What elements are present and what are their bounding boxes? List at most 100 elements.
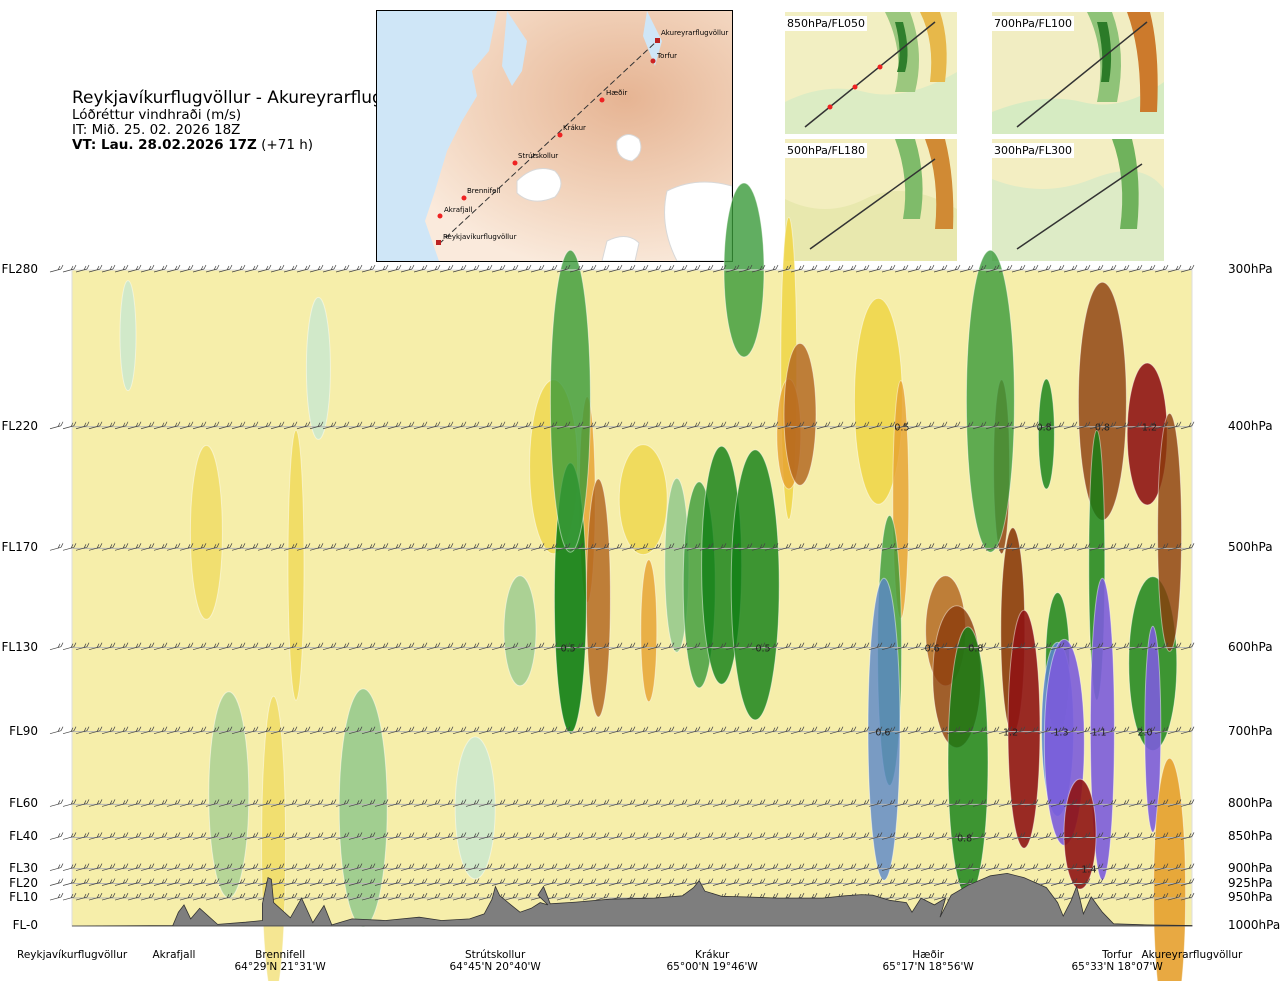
wind-barb: [556, 642, 571, 651]
wind-barb: [296, 543, 311, 551]
wind-barb: [322, 799, 337, 807]
wind-barb: [816, 726, 831, 734]
wind-barb: [309, 421, 324, 430]
wind-barb: [933, 421, 948, 430]
wind-barb: [166, 863, 181, 871]
wind-barb: [894, 543, 909, 551]
wind-barb: [62, 264, 77, 273]
wind-barb: [790, 726, 805, 734]
wind-barb: [569, 799, 584, 807]
wind-barb: [296, 892, 311, 901]
location-coordinates: 65°33'N 18°07'W: [1071, 961, 1163, 973]
wind-barb: [348, 832, 363, 840]
wind-barb: [803, 799, 818, 807]
svg-text:Reykjavíkurflugvöllur: Reykjavíkurflugvöllur: [443, 233, 517, 241]
wind-barb: [309, 642, 324, 651]
wind-barb: [1154, 642, 1169, 651]
wind-barb: [556, 726, 571, 734]
wind-barb: [959, 642, 974, 651]
field-blob: [119, 280, 137, 392]
wind-barb: [517, 878, 532, 886]
wind-barb: [101, 421, 116, 430]
wind-barb: [660, 543, 675, 551]
wind-barb: [140, 863, 155, 871]
wind-barb: [543, 726, 558, 734]
wind-barb: [361, 832, 376, 840]
wind-barb: [465, 421, 480, 430]
field-blob: [965, 249, 1015, 553]
wind-barb: [361, 543, 376, 551]
wind-barb: [205, 642, 220, 651]
wind-barb: [413, 642, 428, 651]
wind-barb: [257, 642, 272, 651]
wind-barb: [673, 726, 688, 734]
wind-barb: [530, 863, 545, 871]
flight-level-label: FL220: [1, 418, 39, 433]
wind-barb: [413, 799, 428, 807]
wind-barb: [1180, 421, 1195, 430]
wind-barb: [1076, 264, 1091, 273]
wind-barb: [556, 799, 571, 807]
wind-barb: [452, 543, 467, 551]
wind-barb: [569, 642, 584, 651]
wind-barb: [842, 832, 857, 840]
wind-barb: [595, 863, 610, 871]
wind-barb: [959, 421, 974, 430]
wind-barb: [101, 799, 116, 807]
location-name: Strútskollur: [465, 949, 526, 961]
wind-barb: [1011, 642, 1026, 651]
wind-barb: [946, 642, 961, 651]
wind-barb: [491, 799, 506, 807]
wind-barb: [647, 421, 662, 430]
wind-barb: [725, 863, 740, 871]
wind-barb: [62, 543, 77, 551]
wind-barb: [270, 543, 285, 551]
wind-barb: [1011, 726, 1026, 734]
wind-barb: [192, 726, 207, 734]
wind-barb: [179, 642, 194, 651]
wind-barb: [543, 264, 558, 273]
wind-barb: [699, 799, 714, 807]
wind-barb: [673, 799, 688, 807]
wind-barb: [478, 421, 493, 430]
wind-barb: [62, 642, 77, 651]
wind-barb: [933, 878, 948, 886]
wind-barb: [985, 799, 1000, 807]
wind-barb: [62, 832, 77, 840]
wind-barb: [1037, 832, 1052, 840]
wind-barb: [920, 863, 935, 871]
wind-barb: [114, 726, 129, 734]
chart-subtitle: Lóðréttur vindhraði (m/s): [72, 107, 242, 124]
wind-barb: [543, 421, 558, 430]
wind-barb: [75, 832, 90, 840]
wind-barb: [985, 543, 1000, 551]
wind-barb: [1167, 799, 1182, 807]
wind-barb: [452, 264, 467, 273]
wind-barb: [127, 878, 142, 886]
wind-barb: [881, 832, 896, 840]
wind-barb: [543, 642, 558, 651]
pressure-level-label: 925hPa: [1228, 875, 1273, 890]
wind-barb: [452, 642, 467, 651]
wind-barb: [218, 863, 233, 871]
wind-barb: [1102, 863, 1117, 871]
wind-barb: [543, 799, 558, 807]
wind-barb: [790, 878, 805, 886]
wind-barb: [426, 264, 441, 273]
wind-barb: [751, 264, 766, 273]
wind-barb: [530, 543, 545, 551]
field-blob: [1157, 412, 1183, 652]
wind-barb: [88, 799, 103, 807]
wind-barb: [946, 726, 961, 734]
wind-barb: [1102, 878, 1117, 886]
wind-barb: [855, 799, 870, 807]
wind-barb: [569, 726, 584, 734]
wind-barb: [595, 878, 610, 886]
wind-barb: [153, 264, 168, 273]
wind-barb: [972, 863, 987, 871]
wind-barb: [400, 892, 415, 901]
wind-barb: [894, 421, 909, 430]
wind-barb: [985, 421, 1000, 430]
wind-barb: [400, 878, 415, 886]
wind-barb: [62, 421, 77, 430]
